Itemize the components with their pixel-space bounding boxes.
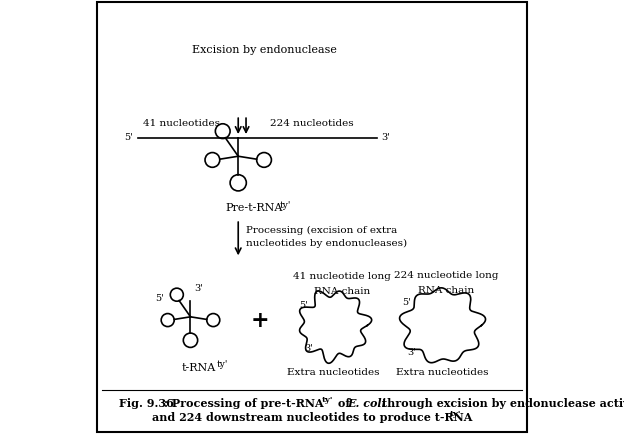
Text: 41 nucleotides: 41 nucleotides [144, 119, 220, 128]
Text: Extra nucleotides: Extra nucleotides [288, 368, 380, 377]
Text: 3': 3' [407, 348, 416, 357]
Text: ty': ty' [321, 396, 333, 404]
Text: Extra nucleotides: Extra nucleotides [396, 368, 489, 377]
Text: : Processing of pre-t-RNA: : Processing of pre-t-RNA [163, 398, 323, 409]
Text: 3': 3' [194, 284, 203, 293]
Text: Excision by endonuclease: Excision by endonuclease [192, 45, 337, 55]
Text: 3': 3' [304, 344, 313, 352]
Text: 5': 5' [402, 299, 411, 307]
Text: of: of [334, 398, 354, 409]
Text: Pre-t-RNA: Pre-t-RNA [225, 203, 283, 214]
Text: 5': 5' [155, 294, 163, 303]
Text: 5': 5' [300, 302, 308, 310]
Text: ty': ty' [217, 361, 228, 369]
Text: ty': ty' [280, 201, 291, 210]
Text: ty': ty' [450, 410, 461, 418]
Text: and 224 downstream nucleotides to produce t-RNA: and 224 downstream nucleotides to produc… [152, 412, 472, 423]
Text: +: + [251, 310, 269, 332]
Text: 224 nucleotides: 224 nucleotides [270, 119, 354, 128]
Text: 41 nucleotide long: 41 nucleotide long [293, 272, 391, 281]
Text: Fig. 9.36: Fig. 9.36 [119, 398, 173, 409]
Text: through excision by endonuclease activity of 41 upstream: through excision by endonuclease activit… [383, 398, 624, 409]
Text: E. coli: E. coli [348, 398, 386, 409]
Text: RNA chain: RNA chain [419, 286, 475, 295]
Text: t-RNA: t-RNA [182, 363, 216, 373]
FancyBboxPatch shape [97, 2, 527, 432]
Text: 224 nucleotide long: 224 nucleotide long [394, 271, 499, 280]
Text: Processing (excision of extra: Processing (excision of extra [246, 226, 397, 236]
Text: 5': 5' [124, 133, 133, 142]
Text: nucleotides by endonucleases): nucleotides by endonucleases) [246, 239, 407, 249]
Text: RNA chain: RNA chain [314, 287, 371, 296]
Text: 3': 3' [381, 133, 391, 142]
